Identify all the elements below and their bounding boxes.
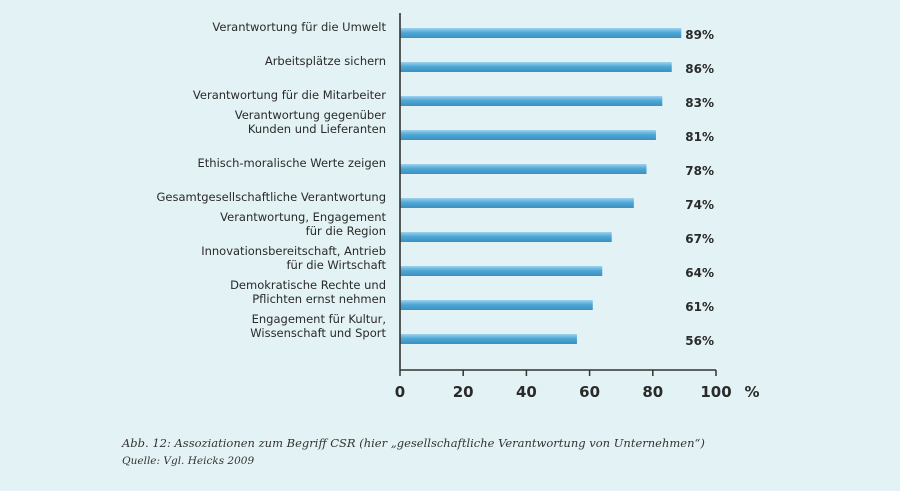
bar [400,232,612,242]
category-label: Gesamtgesellschaftliche Verantwortung [157,190,386,204]
category-label-line: Verantwortung für die Mitarbeiter [193,88,386,102]
bar [400,96,663,106]
x-tick-label: 20 [453,383,474,401]
category-label: Innovationsbereitschaft, Antrieb für die … [201,244,386,272]
category-label: Verantwortung für die Umwelt [212,20,386,34]
bar [400,198,634,208]
bar [400,130,656,140]
x-tick-label: 0 [395,383,405,401]
value-label: 61% [685,300,714,314]
category-label-line: Demokratische Rechte und [230,278,386,292]
x-tick-label: 40 [516,383,537,401]
category-label-line: für die Wirtschaft [286,258,386,272]
x-axis-ticks: 0 20 40 60 80 100 [395,370,732,401]
category-label-line: Pflichten ernst nehmen [252,292,386,306]
figure-source: Quelle: Vgl. Heicks 2009 [122,455,255,467]
bar [400,300,593,310]
bar [400,334,577,344]
category-label-line: Engagement für Kultur, [252,312,386,326]
x-tick-label: 100 [700,383,731,401]
category-label-line: Gesamtgesellschaftliche Verantwortung [157,190,386,204]
value-labels: 89% 86% 83% 81% 78% 74% 67% 64% 61% 56% [685,28,714,348]
category-label-line: für die Region [306,224,386,238]
category-label-line: Kunden und Lieferanten [248,122,386,136]
category-label: Verantwortung, Engagement für die Region [220,210,386,238]
value-label: 81% [685,130,714,144]
category-label-line: Wissenschaft und Sport [250,326,386,340]
bar [400,266,603,276]
bar [400,62,672,72]
category-label-line: Verantwortung, Engagement [220,210,386,224]
bar-chart: Verantwortung für die Umwelt Arbeitsplätz… [157,13,760,401]
value-label: 89% [685,28,714,42]
category-label-line: Arbeitsplätze sichern [265,54,386,68]
category-label: Ethisch-moralische Werte zeigen [198,156,386,170]
bars [400,28,682,344]
category-label-line: Verantwortung gegenüber [235,108,387,122]
value-label: 64% [685,266,714,280]
category-label-line: Ethisch-moralische Werte zeigen [198,156,386,170]
bar [400,164,647,174]
category-label-line: Verantwortung für die Umwelt [212,20,386,34]
x-tick-label: 80 [642,383,663,401]
value-label: 86% [685,62,714,76]
x-tick-label: 60 [579,383,600,401]
x-axis-unit: % [744,383,759,401]
category-labels: Verantwortung für die Umwelt Arbeitsplätz… [157,20,387,340]
value-label: 74% [685,198,714,212]
category-label: Verantwortung für die Mitarbeiter [193,88,386,102]
value-label: 56% [685,334,714,348]
value-label: 83% [685,96,714,110]
bar [400,28,682,38]
value-label: 67% [685,232,714,246]
category-label: Engagement für Kultur, Wissenschaft und S… [250,312,386,340]
category-label-line: Innovationsbereitschaft, Antrieb [201,244,386,258]
category-label: Verantwortung gegenüber Kunden und Liefer… [235,108,387,136]
category-label: Arbeitsplätze sichern [265,54,386,68]
figure-caption: Abb. 12: Assoziationen zum Begriff CSR (… [122,436,705,450]
category-label: Demokratische Rechte und Pflichten ernst … [230,278,386,306]
value-label: 78% [685,164,714,178]
